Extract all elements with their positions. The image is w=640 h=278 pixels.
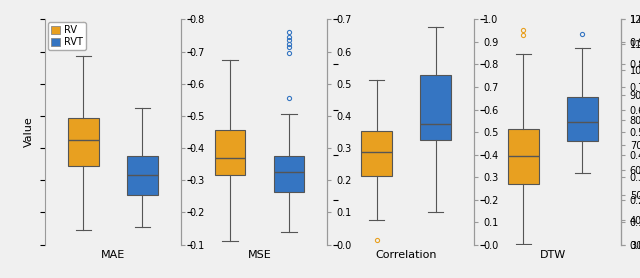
Legend: RV, RVT: RV, RVT bbox=[48, 22, 86, 50]
X-axis label: MSE: MSE bbox=[248, 250, 271, 260]
PathPatch shape bbox=[127, 156, 157, 195]
PathPatch shape bbox=[68, 118, 99, 166]
PathPatch shape bbox=[361, 131, 392, 176]
PathPatch shape bbox=[420, 75, 451, 140]
Y-axis label: Value: Value bbox=[24, 117, 35, 147]
PathPatch shape bbox=[214, 130, 245, 175]
PathPatch shape bbox=[274, 156, 305, 192]
X-axis label: MAE: MAE bbox=[100, 250, 125, 260]
PathPatch shape bbox=[508, 129, 539, 184]
PathPatch shape bbox=[567, 97, 598, 141]
X-axis label: Correlation: Correlation bbox=[376, 250, 437, 260]
X-axis label: DTW: DTW bbox=[540, 250, 566, 260]
